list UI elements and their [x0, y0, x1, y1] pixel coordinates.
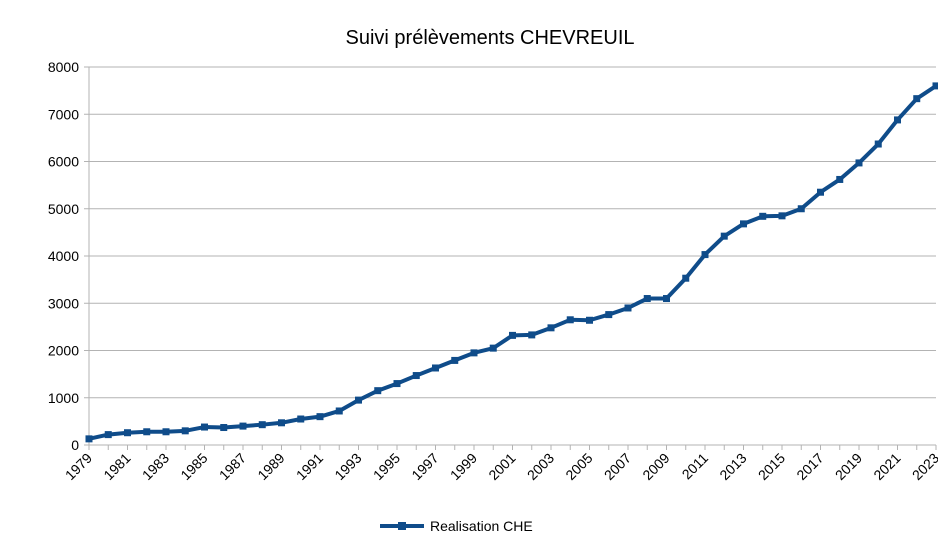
data-point: [836, 176, 843, 183]
x-tick-label: 1997: [408, 450, 441, 483]
data-point: [240, 423, 247, 430]
data-point: [336, 407, 343, 414]
data-point: [143, 428, 150, 435]
data-point: [413, 372, 420, 379]
data-point: [374, 387, 381, 394]
data-point: [451, 357, 458, 364]
x-tick-label: 1987: [216, 450, 249, 483]
data-point: [394, 380, 401, 387]
data-point: [567, 316, 574, 323]
data-point: [163, 428, 170, 435]
data-point: [586, 317, 593, 324]
data-point: [856, 159, 863, 166]
x-tick-label: 2009: [639, 450, 672, 483]
x-tick-label: 2003: [524, 450, 557, 483]
x-tick-label: 2011: [679, 450, 712, 483]
data-point: [913, 95, 920, 102]
x-tick-label: 2015: [755, 450, 788, 483]
data-point: [682, 275, 689, 282]
data-point: [702, 251, 709, 258]
y-tick-label: 1000: [48, 390, 79, 406]
y-tick-label: 0: [71, 437, 79, 453]
data-point: [355, 397, 362, 404]
x-tick-label: 1981: [100, 450, 133, 483]
data-point: [201, 424, 208, 431]
x-tick-label: 1995: [370, 450, 403, 483]
y-tick-label: 6000: [48, 154, 79, 170]
y-tick-label: 7000: [48, 106, 79, 122]
data-point: [432, 364, 439, 371]
x-tick-label: 1979: [62, 450, 95, 483]
data-point: [798, 205, 805, 212]
data-point: [894, 116, 901, 123]
data-point: [528, 331, 535, 338]
data-point: [644, 295, 651, 302]
data-point: [105, 431, 112, 438]
x-tick-label: 1989: [254, 450, 287, 483]
y-tick-label: 5000: [48, 201, 79, 217]
data-point: [663, 295, 670, 302]
y-tick-label: 2000: [48, 343, 79, 359]
data-point: [471, 349, 478, 356]
data-point: [875, 141, 882, 148]
y-tick-label: 8000: [48, 59, 79, 75]
data-point: [509, 332, 516, 339]
data-point: [817, 189, 824, 196]
data-point: [124, 429, 131, 436]
x-tick-label: 2005: [562, 450, 595, 483]
legend-marker: [398, 522, 406, 530]
data-point: [86, 435, 93, 442]
data-point: [259, 421, 266, 428]
x-tick-label: 1983: [139, 450, 172, 483]
data-point: [779, 212, 786, 219]
data-point: [278, 419, 285, 426]
x-tick-label: 2017: [793, 450, 826, 483]
legend-label: Realisation CHE: [430, 518, 533, 534]
x-tick-label: 2013: [716, 450, 749, 483]
data-point: [740, 220, 747, 227]
data-point: [182, 427, 189, 434]
x-tick-label: 1993: [331, 450, 364, 483]
x-tick-label: 2007: [601, 450, 634, 483]
x-tick-label: 1991: [293, 450, 326, 483]
data-point: [605, 311, 612, 318]
x-tick-label: 2019: [832, 450, 865, 483]
data-line: [89, 86, 936, 439]
x-tick-label: 2023: [909, 450, 938, 483]
data-point: [548, 324, 555, 331]
y-tick-label: 3000: [48, 295, 79, 311]
x-tick-label: 2021: [870, 450, 903, 483]
data-point: [759, 213, 766, 220]
x-tick-label: 2001: [485, 450, 518, 483]
data-point: [317, 413, 324, 420]
x-tick-label: 1999: [447, 450, 480, 483]
data-point: [297, 416, 304, 423]
data-point: [933, 82, 938, 89]
chart-title: Suivi prélèvements CHEVREUIL: [346, 27, 635, 49]
x-tick-label: 1985: [177, 450, 210, 483]
data-point: [220, 424, 227, 431]
data-point: [625, 304, 632, 311]
data-point: [490, 345, 497, 352]
data-point: [721, 233, 728, 240]
y-tick-label: 4000: [48, 248, 79, 264]
